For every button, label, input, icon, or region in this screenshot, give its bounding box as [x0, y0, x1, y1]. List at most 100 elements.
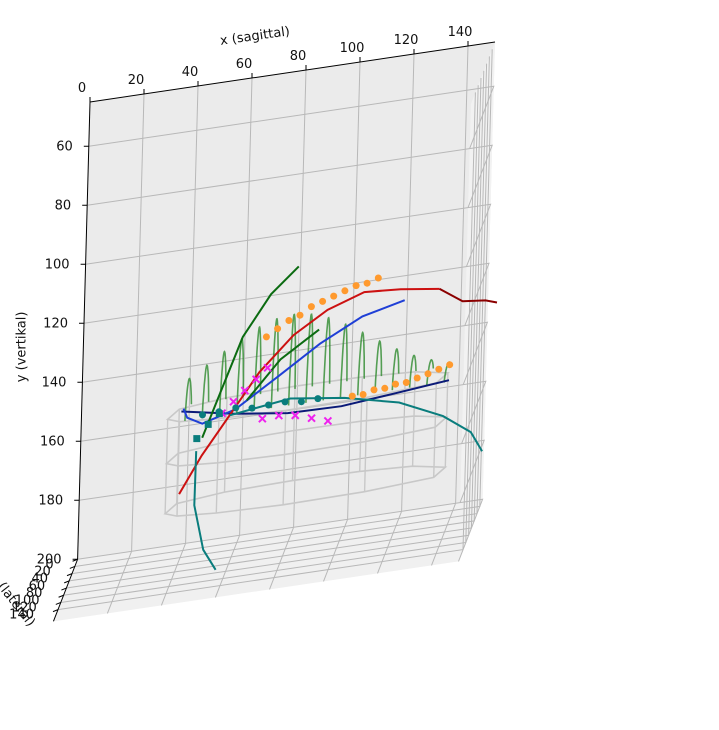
- surface-line: [201, 364, 210, 419]
- x-tick-label: 100: [340, 41, 365, 56]
- marker-teal: [199, 411, 206, 419]
- marker-teal: [297, 398, 305, 406]
- surface-line: [253, 325, 262, 411]
- series-line-blue: [182, 299, 406, 425]
- wireframe-strut: [433, 382, 437, 478]
- floor-pane: [53, 499, 483, 622]
- gridline-z: [60, 85, 479, 603]
- gridline-z: [57, 92, 476, 611]
- x-tick-label: 140: [448, 25, 473, 40]
- wireframe-strut: [164, 419, 169, 514]
- marker-orange: [330, 292, 338, 300]
- surface-line: [322, 316, 331, 401]
- chart-series: [163, 265, 498, 571]
- marker-teal: [248, 404, 256, 412]
- z-tick-mark: [52, 609, 59, 613]
- marker-orange: [363, 279, 371, 287]
- marker-teal-square: [204, 420, 212, 428]
- marker-teal: [281, 398, 289, 406]
- marker-magenta-x: [307, 413, 316, 423]
- wireframe-strut: [363, 397, 368, 492]
- y-tick-label: 180: [38, 493, 63, 508]
- marker-orange: [446, 361, 454, 369]
- z-axis-line: [52, 559, 79, 622]
- marker-magenta-x: [251, 375, 261, 384]
- gridline-z: [71, 56, 490, 575]
- surface-line: [305, 313, 314, 403]
- gridline-y: [87, 144, 493, 208]
- marker-orange: [359, 391, 367, 398]
- marker-orange: [381, 384, 389, 392]
- marker-teal: [314, 395, 322, 403]
- wireframe-strut: [411, 371, 416, 467]
- y-tick-label: 60: [56, 139, 73, 154]
- wireframe-strut: [176, 421, 181, 517]
- marker-teal-square: [215, 410, 223, 418]
- surface-line: [356, 330, 366, 396]
- z-tick-mark: [61, 587, 67, 591]
- x-tick-label: 40: [182, 65, 199, 80]
- marker-magenta-x: [240, 386, 250, 395]
- marker-magenta-x: [263, 363, 272, 373]
- marker-orange: [274, 325, 282, 333]
- wireframe-strut: [215, 418, 220, 514]
- gridline-z: [74, 49, 493, 567]
- marker-orange: [370, 386, 378, 394]
- z-tick-mark: [66, 573, 73, 577]
- marker-orange: [285, 317, 293, 324]
- surface-line: [391, 348, 400, 391]
- series-line-darkred: [439, 288, 498, 304]
- marker-magenta-x: [291, 411, 300, 420]
- marker-orange: [296, 311, 304, 319]
- x-tick-label: 120: [394, 33, 419, 48]
- surface-line: [339, 322, 348, 398]
- series-line-green: [201, 265, 300, 439]
- chart-gridlines: [57, 45, 495, 614]
- y-tick-label: 160: [40, 434, 65, 449]
- z-tick-mark: [69, 565, 75, 569]
- x-axis-title: x (sagittal): [219, 24, 291, 49]
- marker-magenta-x: [323, 416, 333, 426]
- series-line-teal: [193, 451, 217, 571]
- y-tick-label: 100: [45, 257, 70, 272]
- x-tick-label: 20: [128, 73, 145, 88]
- z-tick-label: 20: [34, 565, 51, 580]
- z-tick-mark: [58, 594, 64, 598]
- chart-tick-labels: 0204060801001201406080100120140160180200…: [9, 25, 472, 623]
- x-tick-label: 0: [78, 81, 86, 96]
- marker-orange: [352, 282, 360, 290]
- series-line-green: [245, 328, 320, 402]
- z-tick-label: 0: [45, 557, 53, 572]
- marker-orange: [374, 274, 382, 282]
- gridline-y: [80, 380, 487, 444]
- marker-orange: [435, 365, 443, 373]
- marker-orange: [307, 303, 315, 311]
- marker-teal: [232, 404, 240, 412]
- marker-orange: [392, 380, 399, 388]
- y-tick-label: 200: [37, 552, 62, 567]
- gridline-z: [69, 63, 488, 582]
- z-tick-mark: [55, 601, 61, 605]
- chart-axes: [52, 41, 496, 622]
- marker-orange: [348, 392, 356, 400]
- y-tick-label: 120: [43, 316, 68, 331]
- z-tick-mark: [64, 580, 70, 584]
- wireframe-strut: [282, 410, 287, 505]
- marker-orange: [262, 333, 270, 341]
- gridline-y: [79, 439, 485, 503]
- surface-line: [374, 339, 383, 393]
- z-tick-label: 140: [9, 608, 34, 623]
- gridline-y: [85, 203, 492, 267]
- marker-orange: [341, 287, 349, 295]
- gridline-z: [66, 70, 485, 589]
- z-tick-label: 60: [29, 579, 46, 594]
- x-tick-label: 80: [290, 49, 307, 64]
- z-tick-label: 40: [31, 572, 48, 587]
- x-axis-line: [89, 41, 496, 103]
- marker-orange: [424, 370, 432, 378]
- z-tick-label: 80: [26, 586, 43, 601]
- series-line-red: [178, 287, 440, 495]
- marker-orange: [402, 379, 410, 386]
- surface-line: [184, 377, 193, 421]
